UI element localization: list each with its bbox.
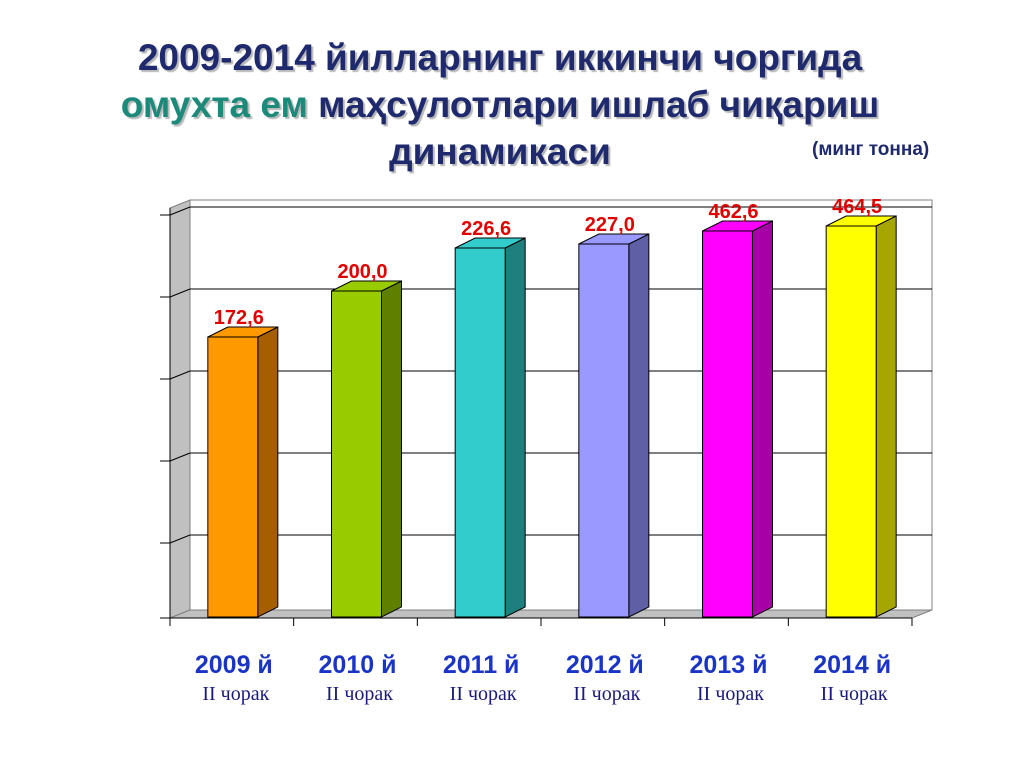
x-subcategory-label: II чорак <box>573 683 640 705</box>
bar-side <box>504 237 526 618</box>
bar-side <box>381 280 402 618</box>
title-line-1: 2009-2014 йилларнинг иккинчи чоргида <box>137 37 863 78</box>
x-tick-label: 2013 й <box>690 651 768 679</box>
data-label: 200,0 <box>337 261 387 283</box>
x-tick-label: 2011 й <box>443 651 520 679</box>
x-subcategory-label: II чорак <box>326 683 393 705</box>
gridline-side <box>169 370 191 380</box>
bar <box>702 230 753 618</box>
bar <box>331 290 382 618</box>
title-line-3: динамикаси <box>389 131 611 172</box>
data-label: 462,6 <box>708 201 758 223</box>
bar <box>578 243 630 618</box>
title-highlight: омухта ем <box>120 84 308 125</box>
data-label: 464,5 <box>832 196 882 218</box>
bar <box>454 247 506 618</box>
gridline-side <box>169 206 191 216</box>
data-label: 226,6 <box>461 218 511 240</box>
x-subcategory-label: II чорак <box>450 683 517 705</box>
x-tick-label: 2009 й <box>195 651 273 679</box>
bar-side <box>628 233 650 618</box>
chart-side-wall <box>169 199 191 619</box>
bar-side <box>752 220 773 618</box>
unit-label: (минг тонна) <box>812 139 930 160</box>
title-line-2-rest: маҳсулотлари ишлаб чиқариш <box>318 84 880 125</box>
bar-side <box>875 215 897 618</box>
bar <box>207 336 259 618</box>
x-tick-label: 2014 й <box>813 651 891 679</box>
x-tick-label: 2012 й <box>566 651 644 679</box>
data-label: 227,0 <box>585 214 635 236</box>
x-subcategory-label: II чорак <box>697 683 764 705</box>
chart-back-wall <box>189 199 933 611</box>
gridline-side <box>169 288 191 298</box>
x-subcategory-label: II чорак <box>202 683 269 705</box>
bar <box>825 225 877 618</box>
chart-floor <box>169 609 933 619</box>
x-subcategory-label: II чорак <box>821 683 888 705</box>
gridline-side <box>169 534 191 544</box>
gridline-side <box>169 452 191 462</box>
title-line-2: омухта ем маҳсулотлари ишлаб чиқариш <box>60 81 940 128</box>
bar-side <box>257 326 279 618</box>
data-label: 172,6 <box>214 307 264 329</box>
x-tick-label: 2010 й <box>319 651 397 679</box>
chart-title: 2009-2014 йилларнинг иккинчи чоргида ому… <box>60 34 940 175</box>
